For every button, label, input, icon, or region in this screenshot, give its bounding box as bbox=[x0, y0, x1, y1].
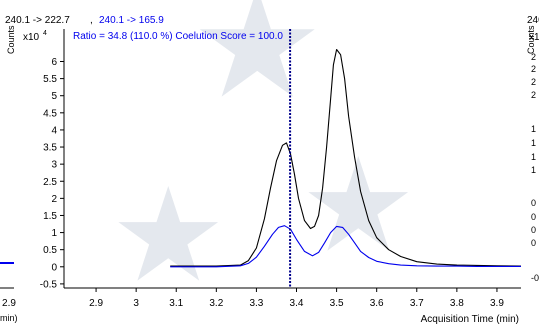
x-tick-label: 3.5 bbox=[330, 298, 344, 309]
y-tick-label: 3.5 bbox=[43, 143, 57, 154]
right-panel-tick-label: 2 bbox=[531, 52, 536, 62]
y-tick-label: 1.5 bbox=[43, 211, 57, 222]
transition-label-primary: 240.1 -> 222.7 bbox=[5, 15, 70, 26]
series-line-black bbox=[170, 48, 522, 267]
left-panel: 2.9 min) bbox=[0, 262, 18, 323]
left-panel-axis-label: min) bbox=[0, 313, 18, 323]
x-tick-label: 3.8 bbox=[450, 298, 464, 309]
y-tick-label: 0 bbox=[51, 262, 57, 273]
left-panel-trace bbox=[0, 262, 14, 264]
y-tick-label: 3 bbox=[51, 160, 57, 171]
y-unit-label: Counts bbox=[6, 25, 16, 54]
x-tick-label: 3 bbox=[133, 298, 139, 309]
right-panel-ticks: 2 2 2 2 1 1 1 1 0 0 0 0 -0 bbox=[531, 52, 539, 283]
ratio-label: Ratio = 34.8 (110.0 %) Coelution Score =… bbox=[73, 31, 283, 42]
y-tick-label: 4.5 bbox=[43, 108, 57, 119]
y-ticks: -0.5 0 0.5 1 1.5 2 2.5 3 3.5 4 4.5 5 5.5 6 bbox=[40, 57, 64, 290]
x-tick-label: 3.7 bbox=[410, 298, 424, 309]
right-panel-tick-label: 2 bbox=[531, 90, 536, 100]
right-panel-tick-label: 2 bbox=[531, 64, 536, 74]
right-panel-tick-label: 1 bbox=[531, 152, 536, 162]
x-tick-label: 3.9 bbox=[490, 298, 504, 309]
left-panel-tick-label: 2.9 bbox=[2, 298, 16, 309]
right-panel: 240.1 Counts x10 2 2 2 2 1 1 1 1 0 0 0 0 -0 bbox=[526, 15, 539, 283]
x-tick-label: 3.2 bbox=[209, 298, 223, 309]
right-panel-tick-label: 1 bbox=[531, 138, 536, 148]
series-line-blue bbox=[170, 225, 521, 268]
right-panel-tick-label: 2 bbox=[531, 77, 536, 87]
right-panel-tick-label: 0 bbox=[531, 225, 536, 235]
y-tick-label: 5.5 bbox=[43, 74, 57, 85]
y-tick-label: 2 bbox=[51, 194, 57, 205]
right-panel-tick-label: 1 bbox=[531, 165, 536, 175]
right-panel-tick-label: 0 bbox=[531, 238, 536, 248]
right-panel-transition-label: 240.1 bbox=[527, 15, 539, 26]
right-panel-y-scale-label: x10 bbox=[529, 32, 539, 43]
y-tick-label: 6 bbox=[51, 57, 57, 68]
right-panel-tick-label: 1 bbox=[531, 124, 536, 134]
y-tick-label: 2.5 bbox=[43, 177, 57, 188]
y-scale-label: x10 bbox=[23, 32, 40, 43]
series-group bbox=[170, 48, 522, 268]
right-panel-tick-label: -0 bbox=[531, 273, 539, 283]
watermark-star-icon: ★ bbox=[190, 0, 325, 132]
right-panel-tick-label: 0 bbox=[531, 198, 536, 208]
y-tick-label: -0.5 bbox=[40, 279, 58, 290]
y-tick-label: 1 bbox=[51, 228, 57, 239]
right-panel-y-unit-label: Counts bbox=[526, 25, 536, 54]
x-tick-label: 3.6 bbox=[370, 298, 384, 309]
x-ticks: 2.9 3 3.1 3.2 3.3 3.4 3.5 3.6 3.7 3.8 3.9 bbox=[89, 288, 504, 309]
x-axis-label: Acquisition Time (min) bbox=[421, 314, 519, 325]
y-tick-label: 0.5 bbox=[43, 245, 57, 256]
x-tick-label: 3.4 bbox=[290, 298, 304, 309]
y-tick-label: 5 bbox=[51, 91, 57, 102]
x-tick-label: 3.1 bbox=[169, 298, 183, 309]
watermark-star-icon: ★ bbox=[110, 159, 227, 311]
right-panel-tick-label: 0 bbox=[531, 212, 536, 222]
transition-separator: , bbox=[90, 15, 93, 26]
x-tick-label: 2.9 bbox=[89, 298, 103, 309]
x-tick-label: 3.3 bbox=[249, 298, 263, 309]
transition-label-qualifier: 240.1 -> 165.9 bbox=[99, 15, 164, 26]
y-tick-label: 4 bbox=[51, 125, 57, 136]
y-scale-exponent: 4 bbox=[43, 30, 47, 37]
